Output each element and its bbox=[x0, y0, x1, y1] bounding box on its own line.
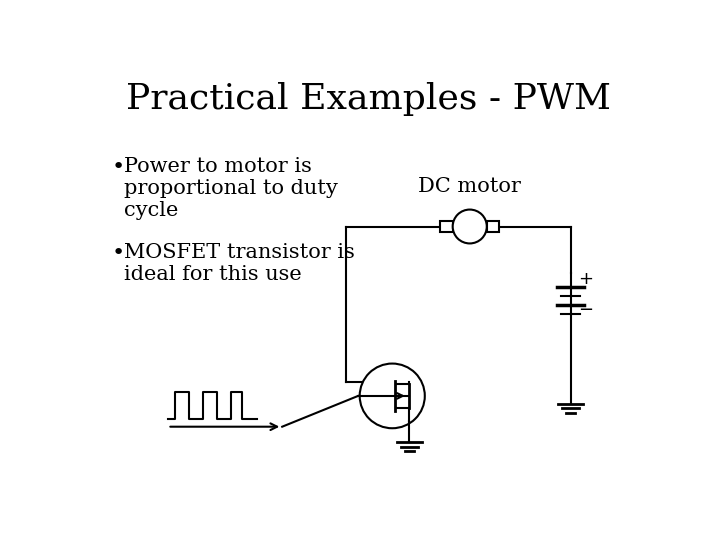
Circle shape bbox=[453, 210, 487, 244]
Bar bbox=[487, 221, 499, 232]
Text: MOSFET transistor is
ideal for this use: MOSFET transistor is ideal for this use bbox=[124, 244, 355, 285]
Text: •: • bbox=[112, 157, 125, 177]
Text: Power to motor is
proportional to duty
cycle: Power to motor is proportional to duty c… bbox=[124, 157, 338, 220]
Text: •: • bbox=[112, 244, 125, 264]
Text: −: − bbox=[578, 301, 593, 319]
Bar bbox=[441, 221, 453, 232]
Text: Practical Examples - PWM: Practical Examples - PWM bbox=[127, 83, 611, 117]
Circle shape bbox=[360, 363, 425, 428]
Text: DC motor: DC motor bbox=[418, 177, 521, 196]
Text: +: + bbox=[578, 270, 593, 288]
